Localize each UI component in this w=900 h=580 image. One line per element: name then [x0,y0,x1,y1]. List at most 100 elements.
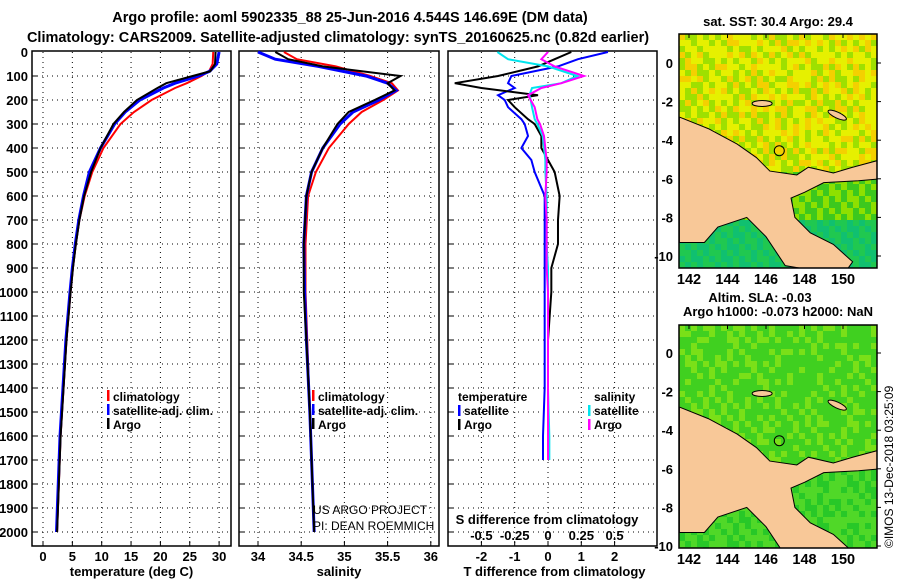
map-cell [787,421,793,427]
map-cell [703,244,709,250]
map-cell [871,397,877,403]
map-cell [859,409,865,415]
map-cell [709,391,715,397]
map-cell [769,76,775,82]
map-cell [823,232,829,238]
map-cell [715,256,721,262]
map-cell [853,76,859,82]
map-cell [793,487,799,493]
map-cell [847,94,853,100]
map-cell [847,136,853,142]
map-cell [721,124,727,130]
legend-swatch [588,405,591,416]
map-cell [721,76,727,82]
map-cell [679,349,685,355]
map-cell [859,40,865,46]
map-cell [793,391,799,397]
map-cell [871,481,877,487]
map-cell [685,541,691,547]
map-cell [823,409,829,415]
map-cell [853,184,859,190]
map-cell [823,34,829,40]
map-cell [841,397,847,403]
map-cell [799,64,805,70]
map-cell [859,214,865,220]
map-cell [817,88,823,94]
map-cell [829,379,835,385]
map-cell [781,367,787,373]
map-cell [811,373,817,379]
map-lat-label: -6 [661,462,673,477]
map-cell [781,124,787,130]
map-cell [835,445,841,451]
map-cell [757,529,763,535]
map-cell [811,112,817,118]
map-cell [853,88,859,94]
map-cell [751,118,757,124]
map-cell [697,391,703,397]
map-cell [781,337,787,343]
map-cell [691,343,697,349]
map-cell [769,118,775,124]
map-cell [733,112,739,118]
map-cell [733,331,739,337]
map-cell [763,529,769,535]
map-cell [745,112,751,118]
map-cell [751,106,757,112]
map-cell [865,208,871,214]
map-cell [799,493,805,499]
map-cell [841,391,847,397]
map-cell [715,232,721,238]
map-cell [775,94,781,100]
map-cell [775,373,781,379]
map-cell [763,373,769,379]
map-cell [835,529,841,535]
map-cell [709,349,715,355]
map-cell [853,202,859,208]
x2-tick-label: 0.25 [569,528,594,543]
legend-swatch [107,418,110,429]
map-cell [805,40,811,46]
map-cell [799,439,805,445]
map-cell [769,541,775,547]
map-cell [835,457,841,463]
map-cell [841,517,847,523]
map-cell [871,475,877,481]
map-cell [823,148,829,154]
map-cell [787,325,793,331]
map-cell [871,355,877,361]
map-cell [721,82,727,88]
map-cell [685,349,691,355]
map-cell [775,70,781,76]
map-cell [727,391,733,397]
map-cell [835,124,841,130]
map-cell [757,112,763,118]
credit-line-1: US ARGO PROJECT [313,503,428,517]
map-cell [823,70,829,76]
map-cell [805,487,811,493]
map-cell [865,445,871,451]
map-cell [805,202,811,208]
map-cell [703,106,709,112]
map-cell [823,220,829,226]
map-cell [799,100,805,106]
map-cell [805,451,811,457]
map-cell [793,331,799,337]
credit-line-2: PI: DEAN ROEMMICH [313,519,434,533]
map-cell [715,367,721,373]
map-cell [817,379,823,385]
map-cell [829,385,835,391]
map-cell [727,529,733,535]
map-cell [859,106,865,112]
map-cell [841,196,847,202]
panel-3: -2 -1 0 1 2T difference from climatology [447,50,658,579]
map-cell [745,433,751,439]
map-cell [865,505,871,511]
map-cell [763,256,769,262]
map-cell [871,445,877,451]
map-cell [799,433,805,439]
map-cell [721,421,727,427]
map-cell [763,262,769,268]
map-cell [709,118,715,124]
map-cell [847,379,853,385]
